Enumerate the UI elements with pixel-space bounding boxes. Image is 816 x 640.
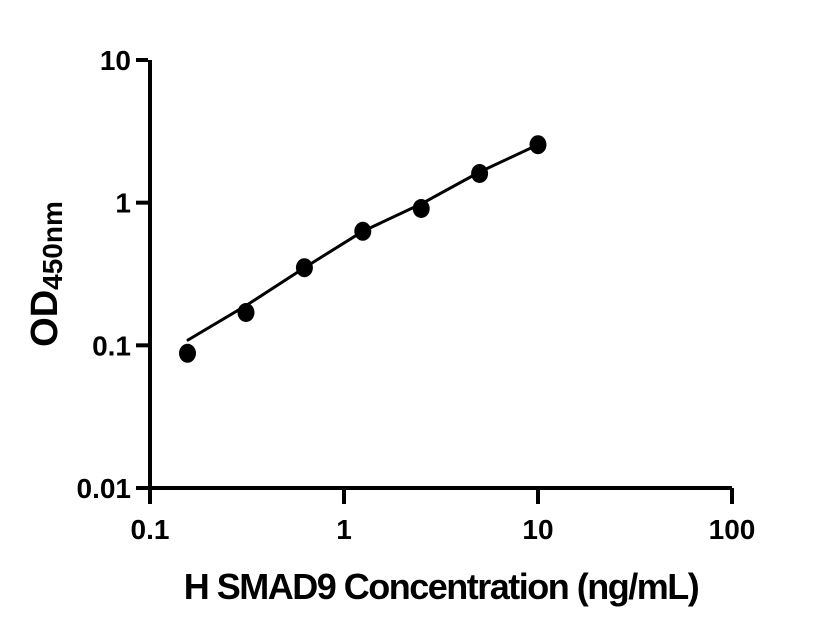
y-tick-label: 10 xyxy=(100,45,131,76)
data-point xyxy=(471,164,489,183)
data-point xyxy=(295,258,313,278)
y-tick-label: 0.01 xyxy=(77,473,132,504)
x-tick-label: 100 xyxy=(709,514,756,545)
y-axis-title: OD450nm xyxy=(24,201,68,347)
y-axis-title-subscript: 450nm xyxy=(37,201,68,290)
x-tick-label: 0.1 xyxy=(131,514,170,545)
x-axis-title: H SMAD9 Concentration (ng/mL) xyxy=(184,566,699,607)
y-tick-label: 1 xyxy=(115,188,131,219)
y-axis-ticks: 0.01 0.1 1 10 xyxy=(77,45,148,504)
x-axis-ticks: 0.1 1 10 100 xyxy=(131,488,756,545)
data-point xyxy=(179,343,196,363)
x-tick-label: 1 xyxy=(336,514,352,545)
data-points-layer xyxy=(179,135,547,363)
y-tick-label: 0.1 xyxy=(92,330,131,361)
y-axis-title-main: OD xyxy=(24,290,66,347)
data-point xyxy=(529,135,547,155)
data-point xyxy=(412,199,430,218)
data-point xyxy=(237,303,255,322)
axis-frame xyxy=(148,60,732,490)
x-tick-label: 10 xyxy=(522,514,553,545)
data-point xyxy=(354,221,372,241)
